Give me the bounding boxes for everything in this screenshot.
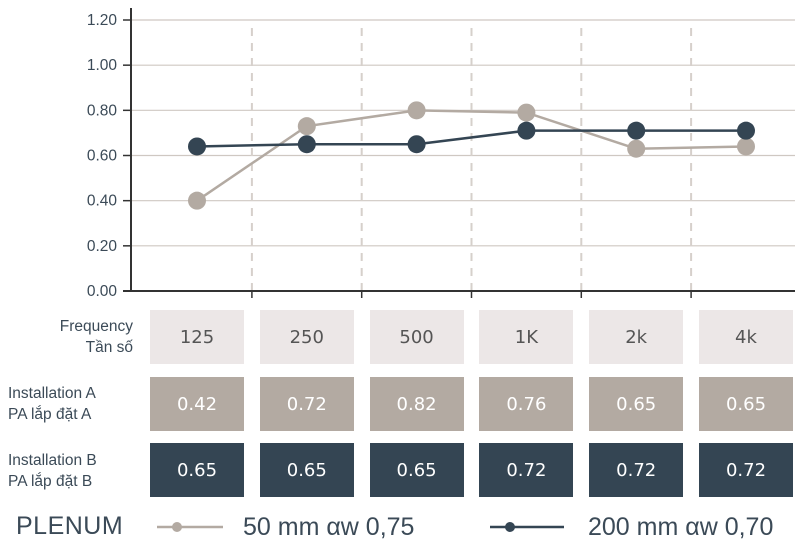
data-point-b — [627, 121, 646, 140]
installation-b-label-vi: PA lắp đặt B — [8, 473, 93, 490]
frequency-cell: 500 — [369, 310, 464, 364]
installation-a-cell: 0.65 — [589, 377, 684, 431]
installation-a-cell: 0.72 — [259, 377, 354, 431]
y-tick-label: 0.40 — [87, 193, 118, 210]
installation-b-cell: 0.72 — [699, 443, 793, 497]
data-point-a — [407, 101, 426, 120]
frequency-cell: 250 — [259, 310, 354, 364]
data-point-b — [188, 137, 206, 156]
legend-title: PLENUM — [16, 512, 124, 540]
installation-b-cell: 0.65 — [369, 443, 464, 497]
column-separators — [250, 28, 693, 298]
frequency-cell: 1K — [479, 310, 574, 364]
frequency-row-label: Frequency Tần số — [8, 316, 133, 358]
data-point-b — [297, 135, 316, 154]
data-point-b — [737, 121, 755, 140]
legend-swatch-b — [490, 522, 564, 532]
installation-b-cell: 0.72 — [479, 443, 574, 497]
legend-label-a: 50 mm αw 0,75 — [243, 513, 415, 541]
data-point-a — [627, 139, 646, 158]
data-point-a — [517, 103, 536, 122]
frequency-label-en: Frequency — [59, 318, 133, 335]
data-point-a — [737, 137, 755, 156]
legend-swatch-a — [157, 522, 223, 532]
installation-a-label-vi: PA lắp đặt A — [8, 406, 92, 423]
y-tick-label: 1.20 — [87, 12, 118, 29]
data-point-b — [407, 135, 426, 154]
series-points — [188, 101, 755, 210]
installation-a-label-en: Installation A — [8, 385, 96, 402]
installation-a-cell: 0.65 — [699, 377, 793, 431]
frequency-cell: 2k — [589, 310, 684, 364]
legend: PLENUM 50 mm αw 0,75 200 mm αw 0,70 — [0, 509, 795, 545]
data-point-a — [188, 191, 206, 210]
y-tick-label: 0.00 — [87, 283, 118, 300]
installation-a-cell: 0.82 — [369, 377, 464, 431]
gridlines — [131, 19, 795, 247]
installation-b-label-en: Installation B — [8, 452, 97, 469]
frequency-label-vi: Tần số — [85, 339, 133, 356]
legend-label-b: 200 mm αw 0,70 — [588, 513, 774, 541]
data-point-a — [297, 117, 316, 136]
frequency-cell: 125 — [150, 310, 244, 364]
y-tick-label: 0.80 — [87, 102, 118, 119]
frequency-cell: 4k — [699, 310, 793, 364]
y-tick-label: 0.20 — [87, 238, 118, 255]
data-point-b — [517, 121, 536, 140]
installation-a-row-label: Installation A PA lắp đặt A — [8, 383, 136, 425]
absorption-line-chart: 1.20 1.00 0.80 0.60 0.40 0.20 0.00 — [87, 8, 795, 300]
series-line-b — [196, 129, 746, 148]
y-tick-label: 1.00 — [87, 57, 118, 74]
series-lines — [196, 109, 747, 202]
installation-a-cell: 0.42 — [150, 377, 244, 431]
y-tick-labels: 1.20 1.00 0.80 0.60 0.40 0.20 0.00 — [87, 12, 131, 300]
installation-a-cell: 0.76 — [479, 377, 574, 431]
y-tick-label: 0.60 — [87, 148, 118, 165]
installation-b-cell: 0.65 — [259, 443, 354, 497]
axes — [123, 8, 795, 292]
installation-b-cell: 0.72 — [589, 443, 684, 497]
series-line-a — [196, 109, 747, 202]
installation-b-cell: 0.65 — [150, 443, 244, 497]
installation-b-row-label: Installation B PA lắp đặt B — [8, 450, 136, 492]
